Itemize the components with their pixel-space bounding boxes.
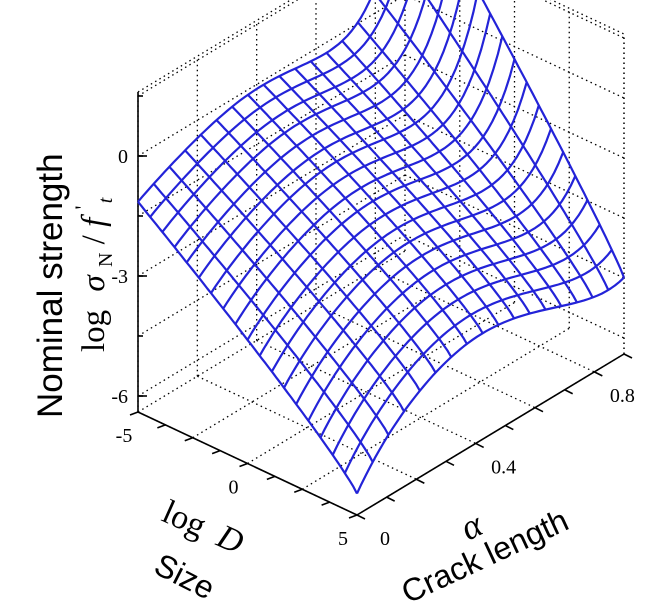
crack-tick [475, 442, 485, 449]
back-wall-grid [137, 0, 625, 516]
mesh-line-const-crack [309, 60, 531, 315]
crack-tick [534, 406, 544, 413]
crack-axis-label: α Crack length [396, 502, 574, 611]
size-tick [211, 449, 221, 455]
z-label-log: log [76, 310, 112, 352]
crack-tick [386, 496, 396, 502]
mesh-line-const-size [149, 0, 390, 218]
mesh-line-const-crack [168, 166, 390, 436]
mesh-line-const-crack [325, 52, 547, 311]
mesh-line-const-size [210, 0, 478, 294]
size-label-d: D [211, 517, 250, 561]
size-label-log: log [157, 494, 212, 545]
mesh-line-const-crack [200, 133, 421, 392]
grid-line [197, 375, 417, 480]
crack-tick [356, 514, 366, 520]
mesh-line-const-crack [137, 201, 358, 495]
z-label-sigma-sub: N [95, 253, 117, 267]
crack-tick [593, 371, 603, 377]
mesh-line-const-crack [231, 105, 453, 358]
z-tick-label: 0 [118, 146, 128, 168]
grid-line [137, 234, 406, 397]
mesh-line-const-size [295, 151, 565, 405]
mesh-line-const-size [307, 175, 577, 422]
z-axis-label: Nominal strength log σ N / f ' t [31, 153, 120, 418]
mesh-line-const-crack [278, 75, 500, 326]
z-tick-label: -6 [111, 386, 128, 408]
grid-line [137, 250, 406, 413]
crack-tick [504, 424, 514, 431]
mesh-line-const-size [319, 199, 589, 439]
crack-axis-line [356, 353, 625, 516]
tick-labels: 0 -3 -6 -5 0 5 0 0.4 0.8 [111, 146, 635, 550]
mesh-line-const-size [173, 0, 426, 248]
crack-label-word: Crack length [396, 502, 574, 611]
grid-line [137, 0, 299, 97]
size-tick [266, 475, 276, 481]
crack-tick-label: 0.4 [491, 456, 516, 478]
mesh-line-const-size [270, 105, 540, 373]
mesh-line-const-crack [378, 0, 594, 299]
mesh-line-const-size [197, 0, 461, 279]
grid-line [301, 327, 570, 490]
size-tick [293, 488, 303, 493]
mesh-line-const-crack [184, 149, 406, 412]
mesh-line-const-size [331, 223, 601, 456]
z-label-f: f [76, 214, 112, 227]
mesh-line-const-crack [357, 21, 578, 303]
grid-line [256, 339, 476, 445]
mesh-line-const-crack [427, 0, 610, 291]
mesh-line-const-size [137, 0, 372, 203]
axis-frame [129, 92, 633, 520]
size-tick-label: 0 [229, 477, 239, 499]
mesh-line-const-size [343, 249, 613, 474]
mesh-line-const-size [356, 276, 625, 495]
grid-line [192, 276, 461, 439]
z-axis-label-line2: log σ N / f ' t [62, 197, 120, 352]
mesh-line-const-size [283, 128, 553, 389]
crack-tick [415, 478, 425, 484]
mesh-line-const-crack [247, 94, 468, 345]
size-tick [184, 437, 194, 442]
crack-tick [623, 353, 633, 359]
size-tick [348, 514, 358, 519]
grid-line [137, 174, 406, 337]
z-label-f-prime: ' [70, 206, 95, 210]
mesh-line-const-size [258, 81, 528, 357]
mesh-line-const-crack [152, 183, 374, 463]
size-tick-label: -5 [116, 425, 133, 447]
crack-tick [564, 389, 574, 395]
mesh-line-const-crack [341, 40, 563, 307]
mesh-line-const-crack [262, 83, 484, 334]
grid-line [137, 0, 398, 157]
mesh-line-const-size [246, 58, 516, 341]
crack-tick [445, 460, 455, 467]
size-axis-label: log D Size [149, 494, 250, 607]
mesh-line-const-crack [481, 0, 626, 279]
grid-line [137, 114, 406, 277]
crack-tick-label: 0.8 [610, 385, 635, 407]
z-label-f-sub: t [95, 197, 117, 203]
size-tick [239, 462, 248, 468]
size-tick-label: 5 [338, 528, 348, 550]
z-label-sigma: σ [76, 274, 112, 292]
grid-line [137, 0, 292, 93]
grid-line [247, 301, 515, 465]
grid-line [137, 54, 406, 217]
mesh-line-const-size [185, 0, 443, 264]
mesh-line-const-crack [294, 67, 516, 319]
mesh-line-const-size [234, 36, 504, 325]
z-tick-label: -3 [111, 266, 128, 288]
mesh-line-const-size [161, 0, 409, 233]
crack-tick-label: 0 [380, 528, 390, 550]
size-tick [321, 501, 330, 506]
mesh-line-const-size [222, 13, 492, 310]
size-tick [157, 424, 166, 429]
mesh-line-const-crack [215, 119, 437, 374]
z-axis-label-line1: Nominal strength [31, 153, 70, 418]
size-tick [129, 411, 139, 416]
size-label-word: Size [149, 546, 221, 606]
surface-mesh [137, 0, 626, 495]
